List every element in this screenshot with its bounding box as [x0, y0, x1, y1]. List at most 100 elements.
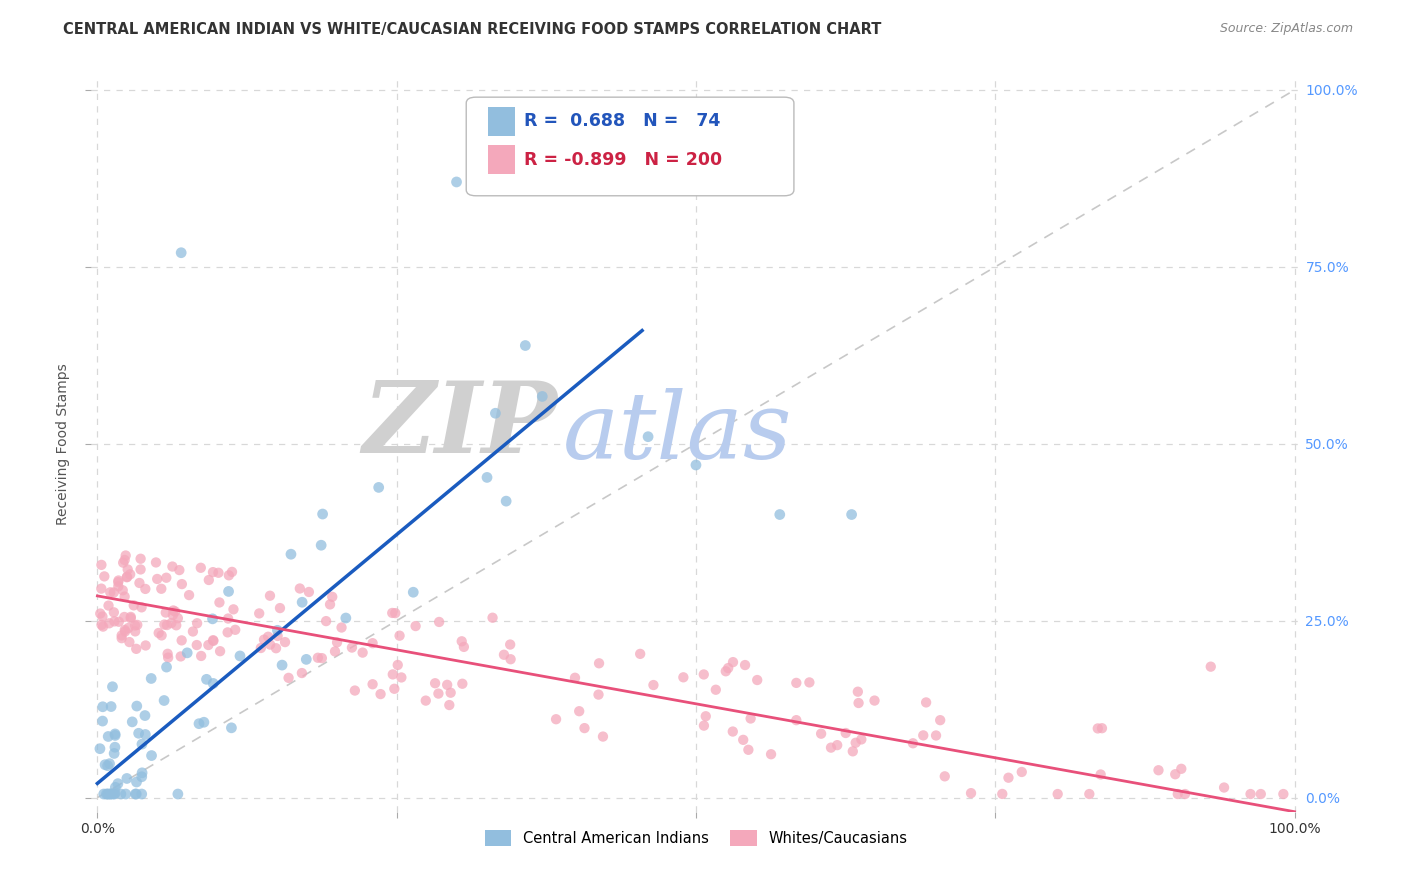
Point [367, 480, 389, 494]
Point [291, 666, 314, 681]
Point [568, 704, 591, 718]
Point [915, 695, 938, 709]
Point [145, 556, 167, 570]
Point [253, 632, 276, 647]
Point [1091, 721, 1114, 735]
Point [91, 619, 114, 633]
Point [134, 582, 156, 596]
Point [759, 747, 782, 762]
Point [114, 787, 136, 801]
Point [101, 787, 124, 801]
Point [714, 665, 737, 679]
Point [785, 676, 807, 690]
Point [146, 572, 169, 586]
Point [387, 657, 409, 672]
Bar [488, 145, 515, 174]
Point [439, 698, 461, 712]
Point [221, 565, 243, 579]
Point [446, 175, 468, 189]
Point [247, 607, 270, 621]
Point [382, 681, 405, 696]
Point [842, 744, 865, 758]
Point [110, 787, 132, 801]
Point [141, 748, 163, 763]
Point [1147, 763, 1170, 777]
Point [997, 771, 1019, 785]
Point [111, 631, 134, 645]
Point [1272, 787, 1295, 801]
Point [269, 601, 291, 615]
Point [162, 608, 184, 623]
Point [135, 639, 157, 653]
Point [96, 787, 118, 801]
Text: CENTRAL AMERICAN INDIAN VS WHITE/CAUCASIAN RECEIVING FOOD STAMPS CORRELATION CHA: CENTRAL AMERICAN INDIAN VS WHITE/CAUCASI… [63, 22, 882, 37]
Point [97, 758, 120, 772]
Point [128, 576, 150, 591]
Point [574, 721, 596, 735]
Text: R =  0.688   N =   74: R = 0.688 N = 74 [524, 112, 721, 130]
Point [531, 389, 554, 403]
Point [93, 787, 115, 801]
Point [298, 585, 321, 599]
Point [1167, 787, 1189, 801]
Point [104, 727, 127, 741]
Point [131, 737, 153, 751]
Point [841, 508, 863, 522]
Point [131, 770, 153, 784]
Point [101, 680, 124, 694]
Point [628, 647, 651, 661]
Point [131, 787, 153, 801]
Point [104, 786, 127, 800]
Point [769, 508, 792, 522]
Point [704, 682, 727, 697]
Point [271, 658, 294, 673]
Point [97, 599, 120, 613]
Point [427, 615, 450, 629]
Point [91, 714, 114, 728]
Point [218, 568, 240, 582]
Point [112, 610, 135, 624]
Point [695, 709, 717, 723]
Point [311, 507, 333, 521]
Point [131, 600, 153, 615]
Point [389, 670, 412, 684]
Point [499, 652, 522, 666]
Point [198, 573, 221, 587]
Point [100, 787, 122, 801]
Point [266, 629, 288, 643]
Point [125, 641, 148, 656]
Point [224, 623, 246, 637]
Point [388, 629, 411, 643]
Point [415, 693, 437, 707]
Legend: Central American Indians, Whites/Caucasians: Central American Indians, Whites/Caucasi… [479, 823, 912, 852]
Point [495, 494, 517, 508]
Point [111, 628, 134, 642]
Point [170, 245, 193, 260]
Point [153, 617, 176, 632]
Point [181, 624, 204, 639]
Point [150, 582, 173, 596]
Point [250, 640, 273, 655]
Point [311, 651, 333, 665]
Point [747, 673, 769, 687]
Point [156, 647, 179, 661]
Point [217, 611, 239, 625]
Point [96, 787, 118, 801]
Point [810, 727, 832, 741]
Point [845, 736, 868, 750]
Point [309, 538, 332, 552]
Point [277, 671, 299, 685]
Point [901, 736, 924, 750]
Point [121, 714, 143, 729]
Point [120, 567, 142, 582]
Point [124, 618, 146, 632]
Point [848, 696, 870, 710]
Text: Source: ZipAtlas.com: Source: ZipAtlas.com [1219, 22, 1353, 36]
Point [402, 585, 425, 599]
Point [481, 611, 503, 625]
Point [195, 673, 218, 687]
Point [326, 635, 349, 649]
Point [114, 623, 136, 637]
Point [93, 569, 115, 583]
Point [107, 579, 129, 593]
